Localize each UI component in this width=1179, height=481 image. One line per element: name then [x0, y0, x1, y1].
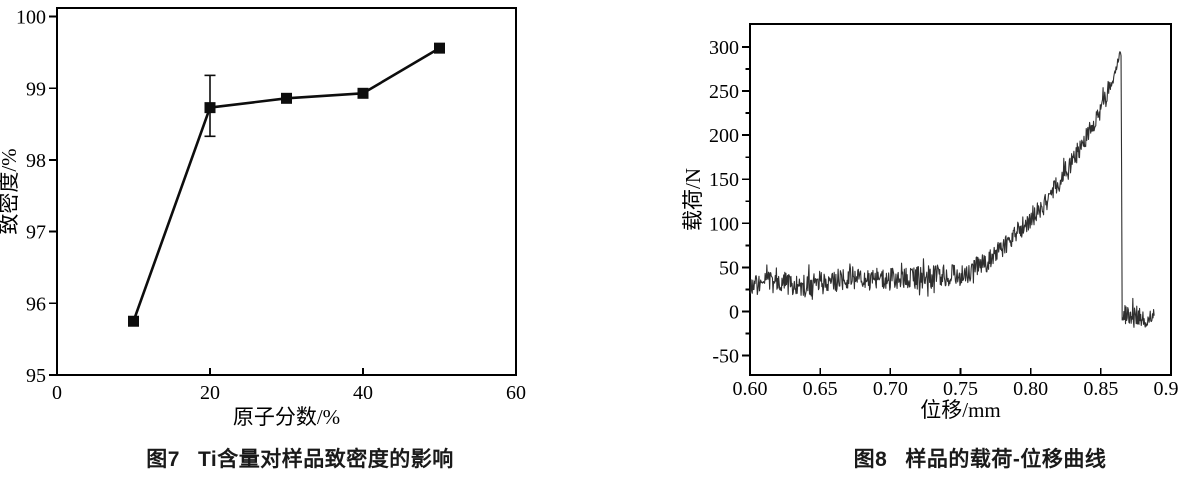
- y-tick-label: 50: [719, 257, 739, 279]
- y-tick-label: 96: [26, 293, 46, 315]
- y-tick-label: 150: [709, 169, 739, 191]
- x-tick-label: 0.65: [803, 378, 838, 400]
- y-tick-label: -50: [712, 346, 739, 368]
- fig8-load-displacement-chart: 0.60 0.65 0.70 0.75 0.80 0.85 0.90 -50 0 50 100 150…: [681, 23, 1179, 422]
- x-axis-title: 原子分数/%: [233, 405, 340, 429]
- x-tick-label: 0.70: [873, 378, 908, 400]
- y-tick-label: 200: [709, 125, 739, 147]
- x-tick-label: 40: [353, 382, 373, 404]
- fig7-density-chart: 0 20 40 60 95 96 97 98 99 100 原子分数/% 致密度/%: [0, 7, 526, 429]
- fig7-caption-number: 图7: [146, 448, 180, 471]
- fig8-caption-text: 样品的载荷-位移曲线: [905, 448, 1107, 471]
- y-tick-label: 100: [16, 7, 46, 29]
- x-tick-label: 60: [506, 382, 526, 404]
- y-axis-title: 载荷/N: [681, 168, 705, 231]
- y-tick-label: 100: [709, 213, 739, 235]
- x-tick-label: 0.90: [1154, 378, 1179, 400]
- plot-box: [749, 23, 1172, 376]
- x-tick-label: 0: [52, 382, 62, 404]
- data-line: [132, 46, 441, 322]
- y-tick-label: 0: [729, 302, 739, 324]
- y-axis-title: 致密度/%: [0, 148, 21, 234]
- x-axis-title: 位移/mm: [920, 398, 1001, 422]
- square-marker: [128, 315, 139, 327]
- y-tick-label: 98: [26, 150, 46, 172]
- axis-ticks: [49, 15, 517, 376]
- y-tick-label: 95: [26, 365, 46, 387]
- fig7-caption-text: Ti含量对样品致密度的影响: [197, 448, 454, 471]
- square-marker: [357, 87, 369, 99]
- series-density-vs-Ti-content: [128, 42, 445, 327]
- x-tick-label: 0.80: [1013, 378, 1048, 400]
- square-marker: [204, 102, 216, 114]
- square-marker: [281, 92, 292, 104]
- plot-box: [56, 7, 517, 376]
- square-marker: [434, 42, 445, 54]
- x-tick-label: 20: [200, 382, 220, 404]
- y-tick-label: 250: [709, 81, 739, 103]
- y-tick-label: 300: [709, 37, 739, 59]
- y-tick-label: 99: [26, 78, 46, 100]
- fig8-caption: 图8 样品的载荷-位移曲线: [700, 443, 1179, 473]
- noisy-curve: [749, 51, 1155, 328]
- x-tick-label: 0.60: [733, 378, 768, 400]
- series-load-displacement-curve: [749, 51, 1155, 328]
- fig7-caption: 图7 Ti含量对样品致密度的影响: [40, 443, 560, 473]
- y-tick-label: 97: [26, 222, 46, 244]
- x-tick-label: 0.75: [943, 378, 978, 400]
- x-tick-label: 0.85: [1083, 378, 1118, 400]
- axis-ticks: [742, 46, 1172, 375]
- fig8-caption-number: 图8: [853, 448, 888, 471]
